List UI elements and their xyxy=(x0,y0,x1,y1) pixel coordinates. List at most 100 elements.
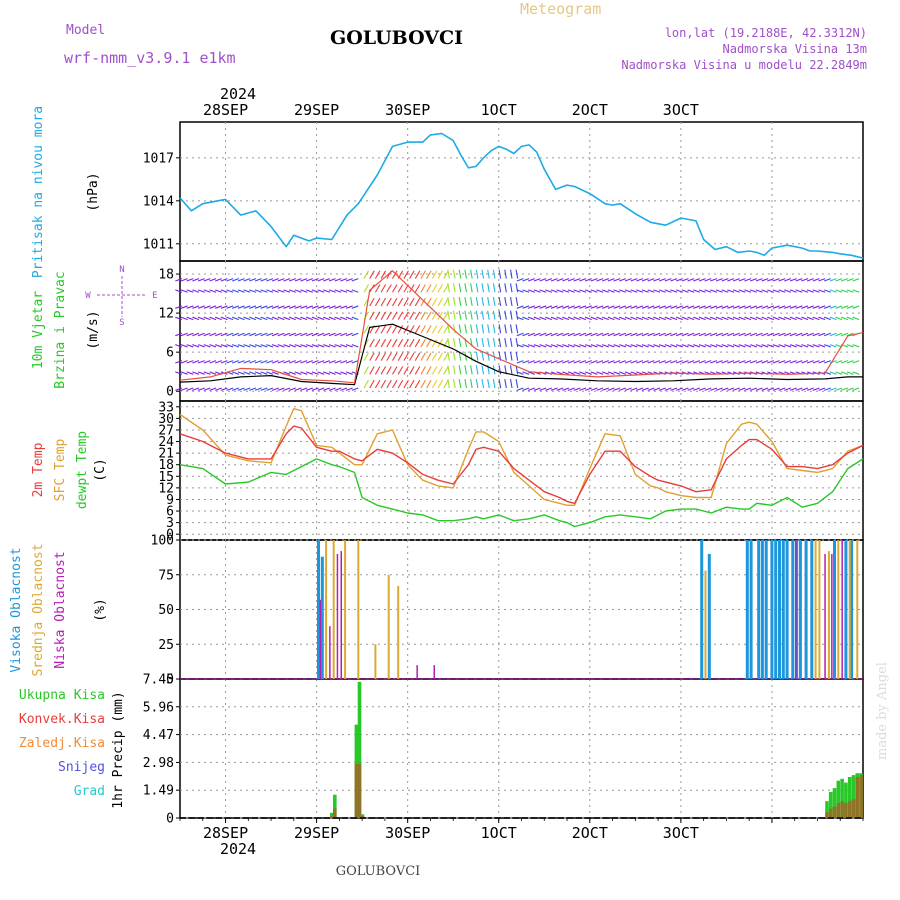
wind-arrow xyxy=(772,360,780,364)
wind-arrow xyxy=(687,289,695,293)
wind-arrow xyxy=(345,371,353,375)
wind-arrow xyxy=(317,305,325,309)
wind-arrow xyxy=(653,360,661,364)
wind-arrow xyxy=(584,371,592,375)
wind-arrow xyxy=(192,387,200,391)
wind-arrow xyxy=(197,371,205,375)
meteogram-title: Meteogram xyxy=(520,0,601,18)
wind-arrow xyxy=(481,338,485,348)
wind-arrow xyxy=(300,289,308,293)
wind-arrow xyxy=(306,371,313,375)
wind-arrow xyxy=(653,387,661,391)
wind-arrow xyxy=(283,371,291,375)
wind-arrow xyxy=(590,344,598,348)
wind-arrow xyxy=(784,332,792,337)
wind-arrow xyxy=(681,344,689,348)
wind-arrow xyxy=(266,278,274,282)
wind-arrow xyxy=(841,332,849,337)
wind-arrow xyxy=(772,316,780,321)
wind-arrow xyxy=(522,371,530,375)
wind-arrow xyxy=(658,344,666,348)
wind-arrow xyxy=(323,360,331,364)
wind-arrow xyxy=(824,316,831,321)
wind-arrow xyxy=(504,310,507,320)
wind-arrow xyxy=(443,270,449,279)
wind-arrow xyxy=(458,283,462,293)
wind-arrow xyxy=(470,269,473,279)
wind-arrow xyxy=(260,289,268,293)
wind-arrow xyxy=(590,371,598,375)
wind-arrow xyxy=(738,332,746,337)
wind-arrow xyxy=(721,360,729,364)
wind-arrow xyxy=(186,278,194,282)
wind-arrow xyxy=(317,316,325,321)
wind-arrow xyxy=(784,360,792,364)
wind-arrow xyxy=(220,305,228,309)
wind-arrow xyxy=(392,352,398,361)
wind-arrow xyxy=(579,332,587,337)
wind-arrow xyxy=(806,332,814,337)
wind-arrow xyxy=(504,324,507,334)
wind-arrow xyxy=(522,387,530,391)
wind-arrow xyxy=(283,360,291,364)
wind-arrow xyxy=(647,344,655,348)
y-tick-label: 1.49 xyxy=(143,784,174,799)
wind-arrow xyxy=(215,278,222,282)
wind-arrow xyxy=(437,379,443,389)
wind-arrow xyxy=(710,332,718,337)
compass-e: E xyxy=(152,291,157,301)
wind-arrow xyxy=(414,366,421,375)
wind-arrow xyxy=(294,344,302,348)
wind-arrow xyxy=(203,305,211,309)
wind-arrow xyxy=(192,305,200,309)
wind-arrow xyxy=(209,278,217,282)
wind-arrow xyxy=(533,332,541,337)
wind-arrow xyxy=(249,305,257,309)
precip-total-bar xyxy=(828,791,833,818)
wind-arrow xyxy=(232,387,240,391)
wind-arrow xyxy=(426,352,432,361)
wind-arrow xyxy=(192,278,200,282)
wind-arrow xyxy=(249,289,257,293)
wind-arrow xyxy=(516,316,524,321)
y-tick-label: 75 xyxy=(158,568,174,583)
wind-arrow xyxy=(363,284,369,293)
wind-arrow xyxy=(215,332,222,337)
wind-arrow xyxy=(470,283,473,293)
wind-arrow xyxy=(778,360,786,364)
wind-arrow xyxy=(175,278,183,282)
wind-arrow xyxy=(596,344,604,348)
y-tick-label: 24 xyxy=(158,435,174,450)
wind-arrow xyxy=(664,305,672,309)
wind-title-1: 10m Vjetar xyxy=(31,291,46,369)
wind-arrow xyxy=(727,360,735,364)
wind-arrow xyxy=(812,278,820,282)
bottom-time-label: 3OCT xyxy=(663,824,699,842)
wind-arrow xyxy=(283,289,291,293)
wind-arrow xyxy=(431,284,438,293)
wind-arrow xyxy=(852,344,860,348)
wind-arrow xyxy=(311,278,319,282)
wind-arrow xyxy=(767,332,775,337)
temp-unit: (C) xyxy=(93,458,108,481)
wind-arrow xyxy=(345,344,353,348)
wind-arrow xyxy=(351,344,359,348)
wind-arrow xyxy=(602,387,609,391)
y-tick-labels: 1011101410170612180369121518212427303302… xyxy=(143,151,174,826)
wind-arrow xyxy=(300,278,308,282)
wind-arrow xyxy=(607,316,615,321)
bottom-time-label: 29SEP xyxy=(294,824,339,842)
wind-arrow xyxy=(447,310,450,320)
wind-arrow xyxy=(345,316,353,321)
precip-conv-bar xyxy=(847,801,852,818)
wind-arrow xyxy=(186,332,194,337)
wind-arrow xyxy=(277,360,285,364)
wind-arrow xyxy=(175,371,183,375)
wind-arrow xyxy=(750,289,757,293)
cloud-bar xyxy=(336,553,339,679)
wind-arrow xyxy=(516,305,524,309)
wind-arrow xyxy=(254,305,262,309)
wind-arrow xyxy=(653,316,661,321)
wind-arrow xyxy=(647,387,655,391)
wind-arrow xyxy=(237,360,245,364)
